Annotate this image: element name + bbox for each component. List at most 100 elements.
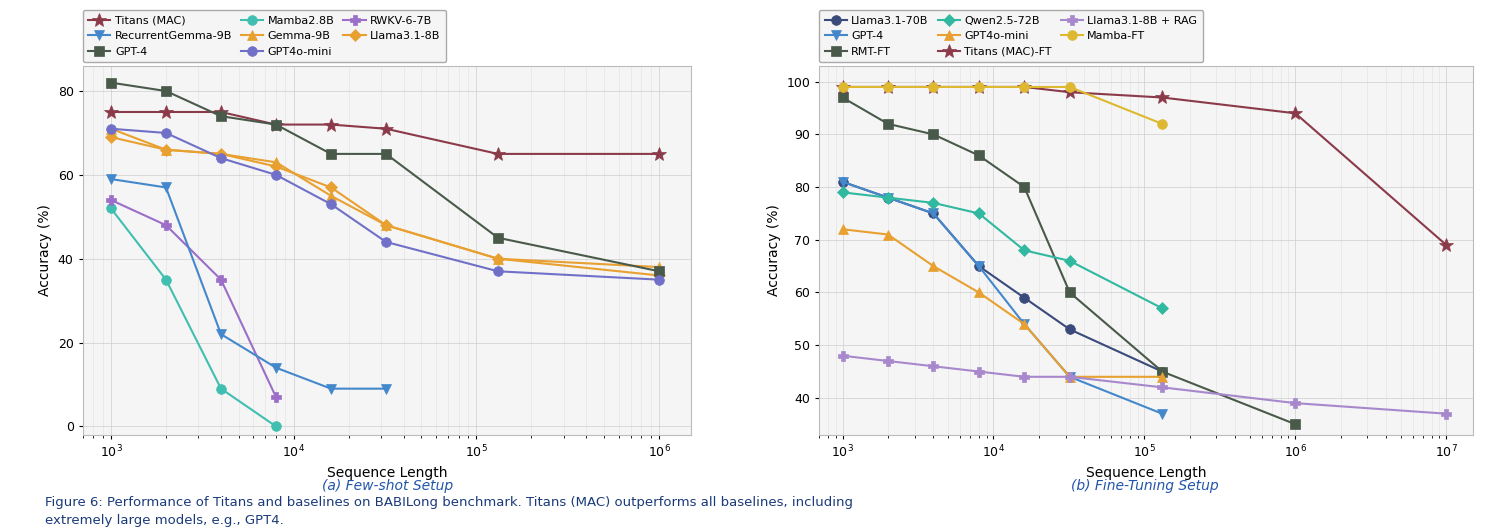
- Line: RecurrentGemma-9B: RecurrentGemma-9B: [107, 174, 391, 394]
- Y-axis label: Accuracy (%): Accuracy (%): [767, 204, 780, 296]
- X-axis label: Sequence Length: Sequence Length: [326, 466, 448, 480]
- Mamba-FT: [1061, 84, 1079, 90]
- Llama3.1-8B: [156, 147, 174, 153]
- Llama3.1-70B: [1061, 326, 1079, 333]
- Titans (MAC): [488, 151, 507, 157]
- GPT4o-mini: [268, 172, 286, 178]
- Mamba2.8B: [102, 205, 120, 211]
- Llama3.1-8B: [488, 256, 507, 262]
- Mamba-FT: [924, 84, 942, 90]
- Llama3.1-8B: [651, 272, 669, 279]
- Legend: Titans (MAC), RecurrentGemma-9B, GPT-4, Mamba2.8B, Gemma-9B, GPT4o-mini, RWKV-6-: Titans (MAC), RecurrentGemma-9B, GPT-4, …: [83, 10, 446, 62]
- GPT4o-mini: [879, 231, 897, 238]
- Titans (MAC): [651, 151, 669, 157]
- Llama3.1-8B: [322, 184, 340, 191]
- Qwen2.5-72B: [1153, 305, 1171, 311]
- GPT4o-mini: [102, 125, 120, 132]
- Gemma-9B: [651, 264, 669, 270]
- GPT-4: [102, 80, 120, 86]
- Llama3.1-8B + RAG: [969, 368, 987, 375]
- Llama3.1-70B: [834, 179, 852, 185]
- GPT4o-mini: [969, 289, 987, 296]
- GPT4o-mini: [834, 226, 852, 232]
- Gemma-9B: [156, 147, 174, 153]
- Llama3.1-8B + RAG: [1287, 400, 1305, 406]
- Llama3.1-8B + RAG: [924, 363, 942, 369]
- Line: Mamba2.8B: Mamba2.8B: [107, 203, 281, 431]
- RecurrentGemma-9B: [102, 176, 120, 182]
- Qwen2.5-72B: [879, 194, 897, 201]
- GPT-4: [377, 151, 395, 157]
- Llama3.1-8B + RAG: [834, 353, 852, 359]
- GPT-4: [268, 121, 286, 128]
- GPT4o-mini: [377, 239, 395, 245]
- Text: Figure 6: Performance of Titans and baselines on BABILong benchmark. Titans (MAC: Figure 6: Performance of Titans and base…: [45, 496, 854, 527]
- Titans (MAC)-FT: [1015, 84, 1033, 90]
- Llama3.1-70B: [1153, 368, 1171, 375]
- Mamba2.8B: [156, 277, 174, 283]
- Gemma-9B: [377, 222, 395, 228]
- Gemma-9B: [488, 256, 507, 262]
- Mamba-FT: [834, 84, 852, 90]
- Llama3.1-70B: [969, 263, 987, 269]
- Llama3.1-8B + RAG: [1153, 384, 1171, 391]
- RecurrentGemma-9B: [377, 386, 395, 392]
- GPT-4: [488, 235, 507, 241]
- Line: Llama3.1-8B + RAG: Llama3.1-8B + RAG: [837, 351, 1452, 418]
- Llama3.1-8B + RAG: [1015, 374, 1033, 380]
- Llama3.1-8B + RAG: [1061, 374, 1079, 380]
- Llama3.1-70B: [879, 194, 897, 201]
- Llama3.1-70B: [1015, 295, 1033, 301]
- Line: Qwen2.5-72B: Qwen2.5-72B: [839, 188, 1166, 313]
- GPT4o-mini: [1061, 374, 1079, 380]
- Line: RWKV-6-7B: RWKV-6-7B: [107, 195, 281, 402]
- Titans (MAC)-FT: [1287, 110, 1305, 116]
- Line: RMT-FT: RMT-FT: [837, 93, 1300, 429]
- Llama3.1-8B + RAG: [879, 358, 897, 364]
- GPT-4: [1061, 374, 1079, 380]
- Line: GPT4o-mini: GPT4o-mini: [107, 124, 664, 285]
- Gemma-9B: [212, 151, 230, 157]
- Line: GPT4o-mini: GPT4o-mini: [837, 225, 1166, 382]
- RMT-FT: [1153, 368, 1171, 375]
- Qwen2.5-72B: [924, 200, 942, 206]
- RecurrentGemma-9B: [322, 386, 340, 392]
- GPT-4: [156, 88, 174, 94]
- Mamba-FT: [1153, 121, 1171, 127]
- GPT4o-mini: [488, 268, 507, 275]
- GPT-4: [834, 179, 852, 185]
- RWKV-6-7B: [102, 197, 120, 203]
- Titans (MAC)-FT: [1061, 89, 1079, 95]
- Titans (MAC): [102, 109, 120, 115]
- Titans (MAC): [268, 121, 286, 128]
- Qwen2.5-72B: [834, 189, 852, 196]
- GPT-4: [879, 194, 897, 201]
- RMT-FT: [1015, 184, 1033, 190]
- X-axis label: Sequence Length: Sequence Length: [1085, 466, 1207, 480]
- Gemma-9B: [102, 125, 120, 132]
- Llama3.1-70B: [924, 210, 942, 217]
- Titans (MAC)-FT: [879, 84, 897, 90]
- GPT4o-mini: [1153, 374, 1171, 380]
- Titans (MAC)-FT: [1437, 242, 1455, 248]
- Qwen2.5-72B: [969, 210, 987, 217]
- GPT4o-mini: [924, 263, 942, 269]
- GPT4o-mini: [322, 201, 340, 208]
- Llama3.1-8B: [102, 134, 120, 140]
- Titans (MAC)-FT: [1153, 94, 1171, 101]
- Y-axis label: Accuracy (%): Accuracy (%): [38, 204, 53, 296]
- GPT-4: [322, 151, 340, 157]
- GPT-4: [924, 210, 942, 217]
- RMT-FT: [1061, 289, 1079, 296]
- Llama3.1-8B: [377, 222, 395, 228]
- Titans (MAC): [156, 109, 174, 115]
- Gemma-9B: [322, 193, 340, 199]
- RecurrentGemma-9B: [156, 184, 174, 191]
- GPT-4: [1153, 411, 1171, 417]
- RMT-FT: [1287, 421, 1305, 427]
- Titans (MAC)-FT: [924, 84, 942, 90]
- Line: GPT-4: GPT-4: [107, 78, 664, 276]
- Titans (MAC): [322, 121, 340, 128]
- Llama3.1-8B + RAG: [1437, 411, 1455, 417]
- GPT-4: [969, 263, 987, 269]
